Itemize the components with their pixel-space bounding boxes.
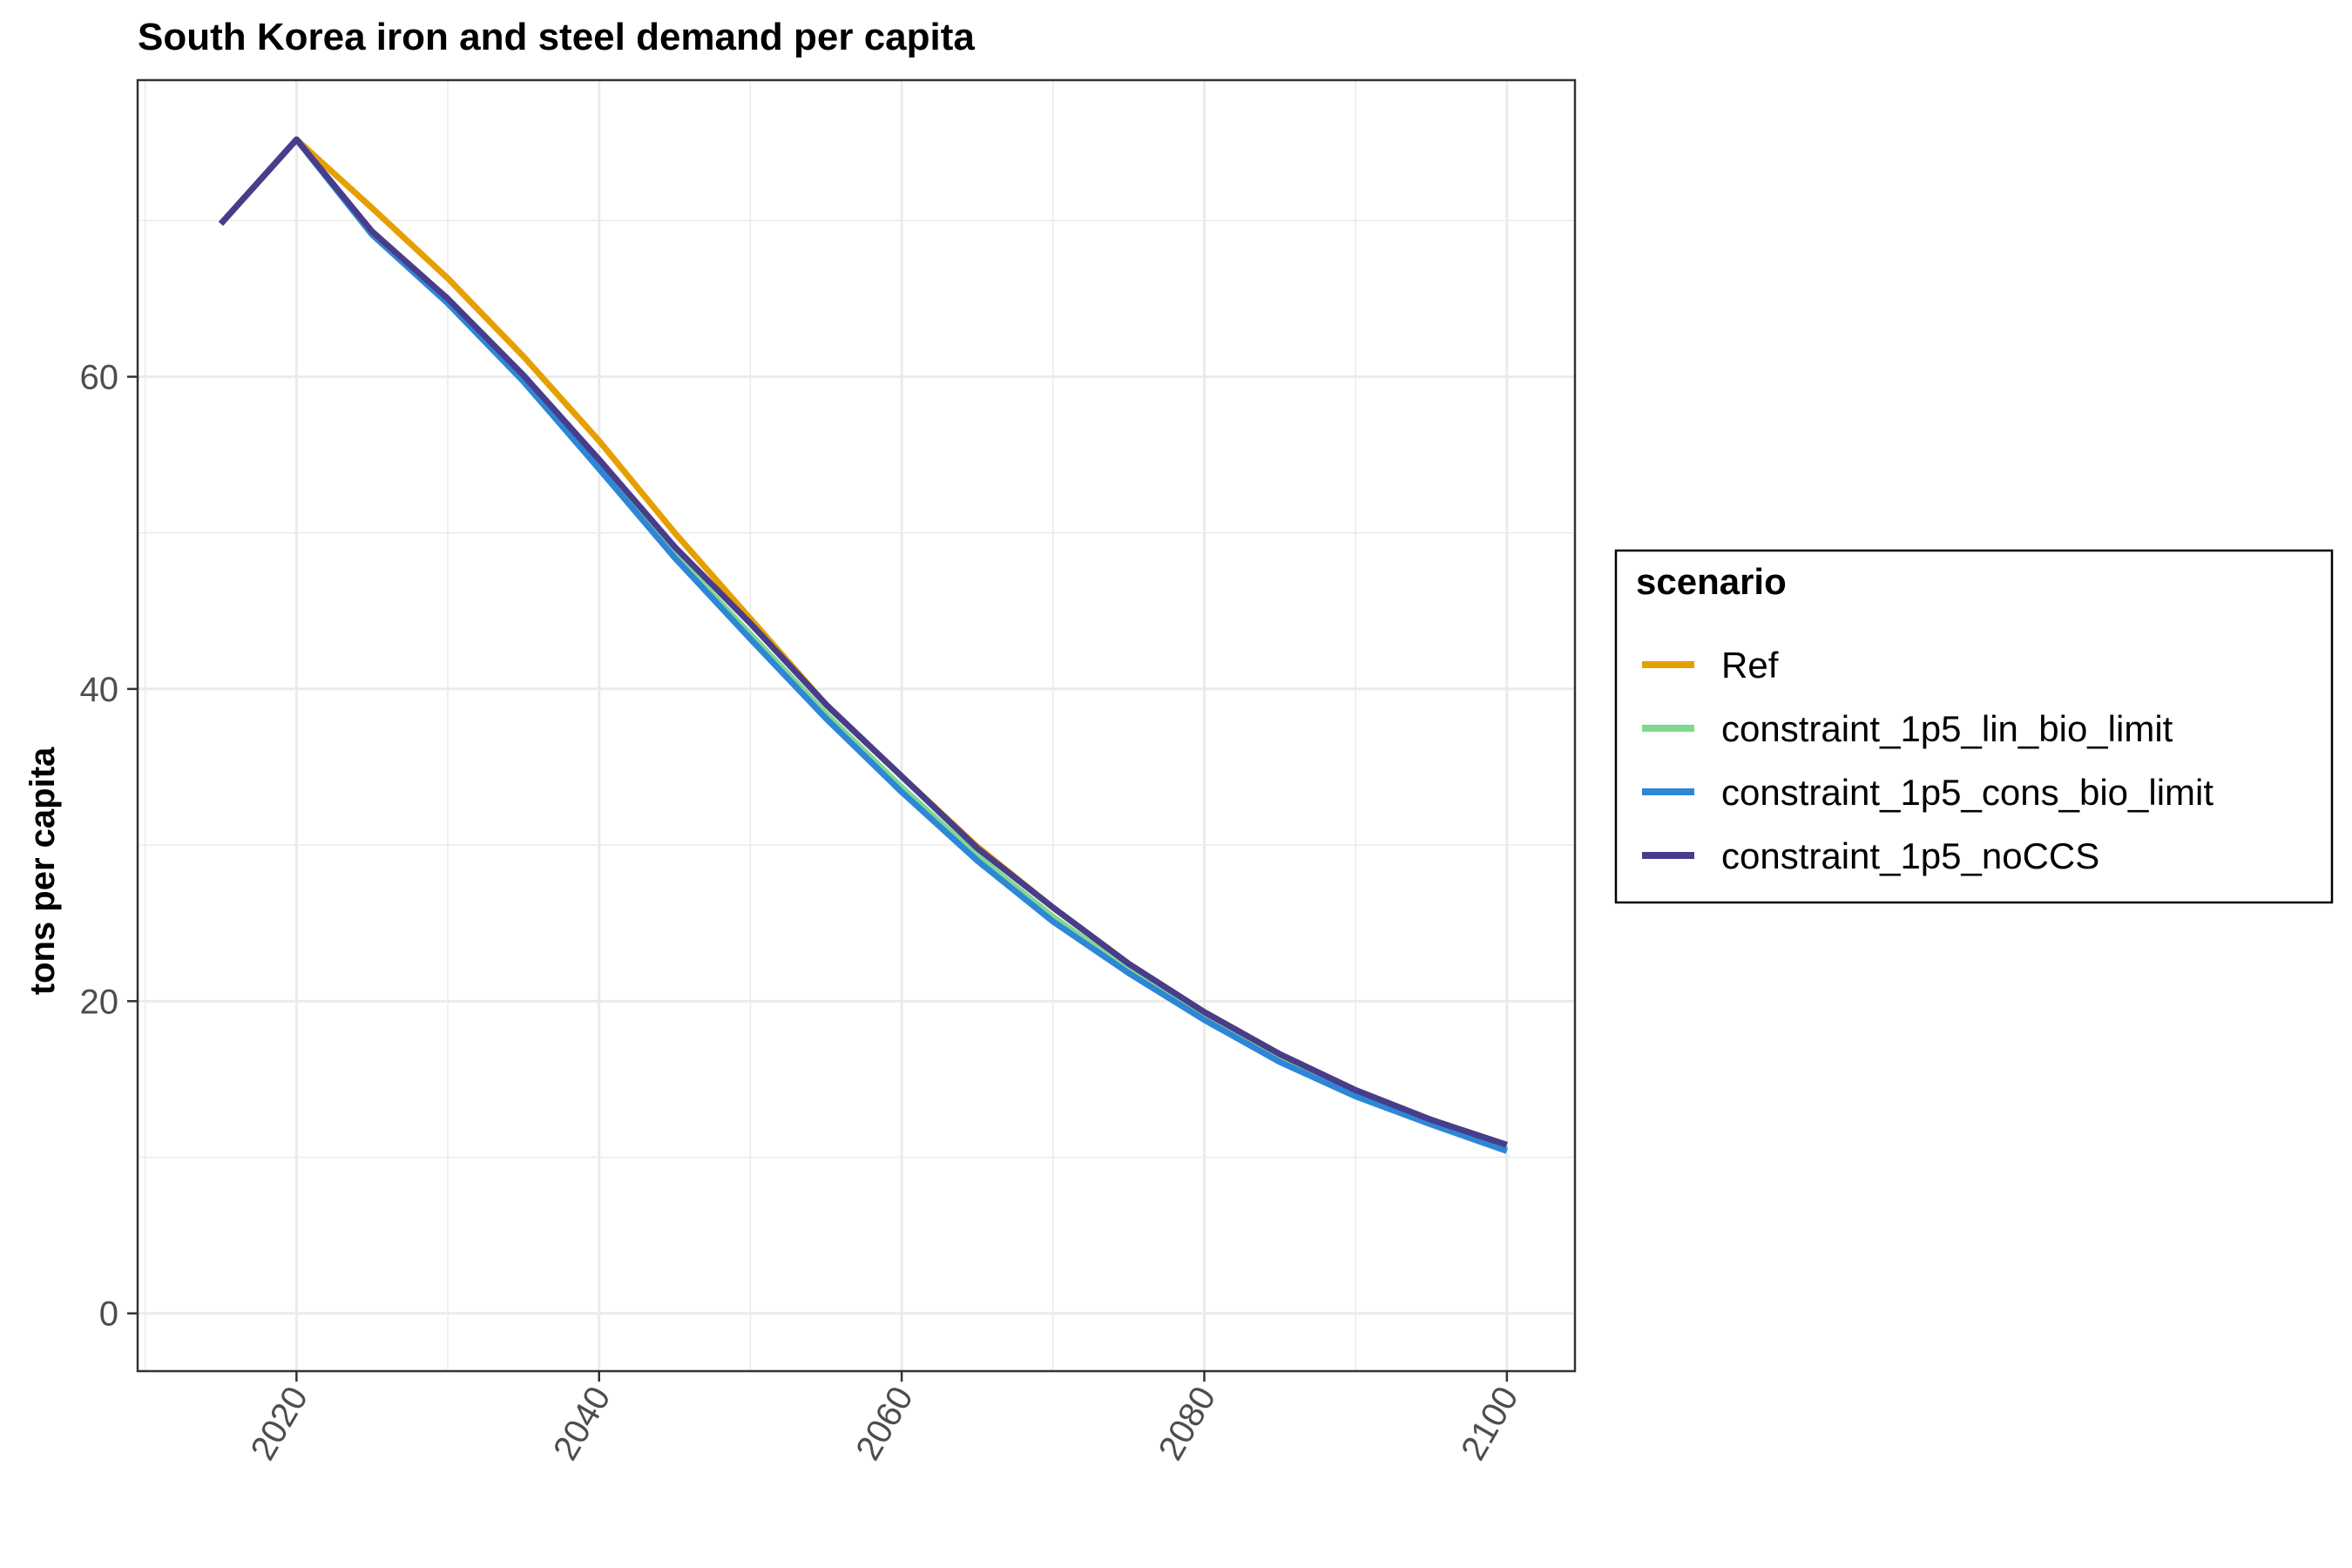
chart-title: South Korea iron and steel demand per ca… — [138, 16, 975, 58]
legend-label-Ref: Ref — [1721, 645, 1779, 686]
legend-box — [1614, 549, 2334, 904]
y-axis-title: tons per capita — [24, 747, 62, 995]
legend-label-constraint_1p5_noCCS: constraint_1p5_noCCS — [1721, 835, 2099, 876]
plot-border — [136, 78, 1577, 1373]
series-line-constraint_1p5_cons_bio_limit — [218, 136, 1508, 1154]
x-tick-label: 2040 — [546, 1381, 618, 1467]
y-axis: 0 20 40 60 — [80, 358, 138, 1334]
legend-label-constraint_1p5_lin_bio_limit: constraint_1p5_lin_bio_limit — [1721, 708, 2173, 749]
series-line-constraint_1p5_lin_bio_limit — [218, 136, 1508, 1152]
legend-title: scenario — [1636, 561, 1787, 602]
y-tick-label: 40 — [80, 671, 119, 709]
legend-label-constraint_1p5_cons_bio_limit: constraint_1p5_cons_bio_limit — [1721, 772, 2213, 813]
plot-panel — [136, 78, 1577, 1373]
series-line-constraint_1p5_noCCS — [218, 136, 1508, 1148]
x-axis: 2020 2040 2060 2080 2100 — [244, 1371, 1526, 1467]
x-tick-label: 2020 — [244, 1381, 316, 1467]
x-tick-label: 2100 — [1454, 1381, 1526, 1467]
y-tick-label: 0 — [99, 1295, 118, 1334]
legend: scenario Ref constraint_1p5_lin_bio_limit… — [1614, 549, 2334, 904]
y-tick-label: 60 — [80, 358, 119, 396]
x-tick-label: 2080 — [1152, 1381, 1224, 1467]
x-tick-label: 2060 — [848, 1381, 921, 1467]
y-tick-label: 20 — [80, 983, 119, 1021]
series-line-Ref — [218, 136, 1508, 1148]
